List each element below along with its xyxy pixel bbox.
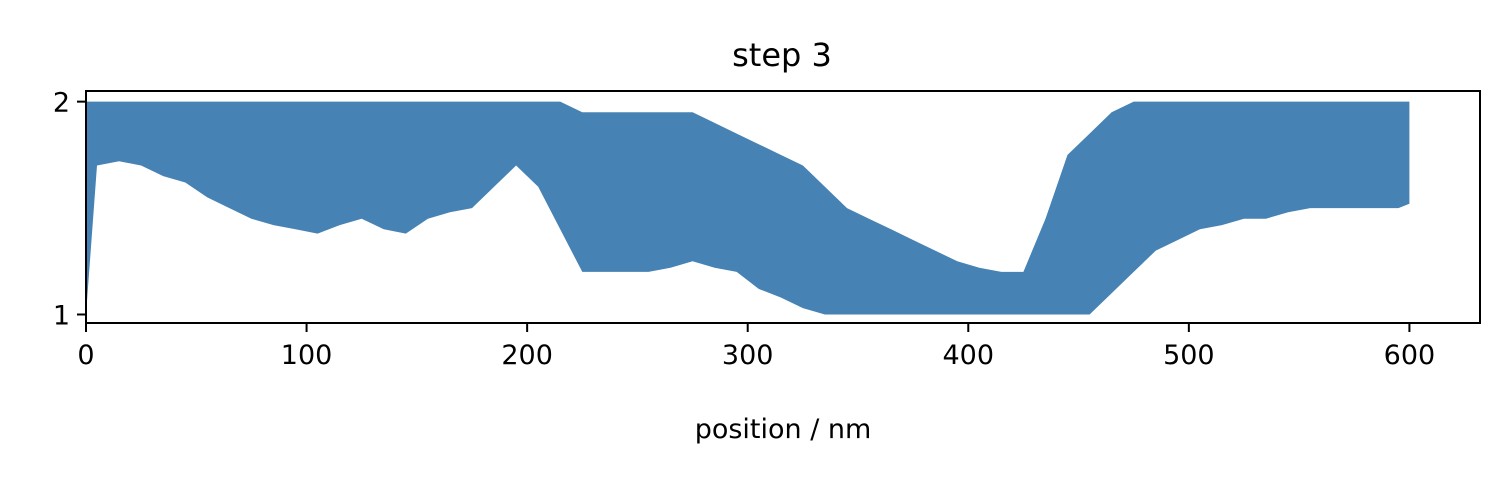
x-axis: 0 100 200 300 400 500 600 [77,323,1435,371]
x-tick-label: 100 [281,340,333,371]
x-tick-label: 0 [77,340,94,371]
y-tick-label: 2 [53,88,70,119]
y-axis: 12 [53,88,86,331]
y-tick-label: 1 [53,300,70,331]
series-band-0 [86,101,1410,315]
x-axis-label: position / nm [695,414,872,445]
plot-area [86,101,1410,315]
x-tick-label: 400 [943,340,995,371]
x-tick-label: 500 [1163,340,1215,371]
x-tick-label: 600 [1384,340,1436,371]
chart-title: step 3 [732,36,832,74]
x-tick-label: 200 [501,340,553,371]
x-tick-label: 300 [722,340,774,371]
axes-frame [85,90,1481,324]
